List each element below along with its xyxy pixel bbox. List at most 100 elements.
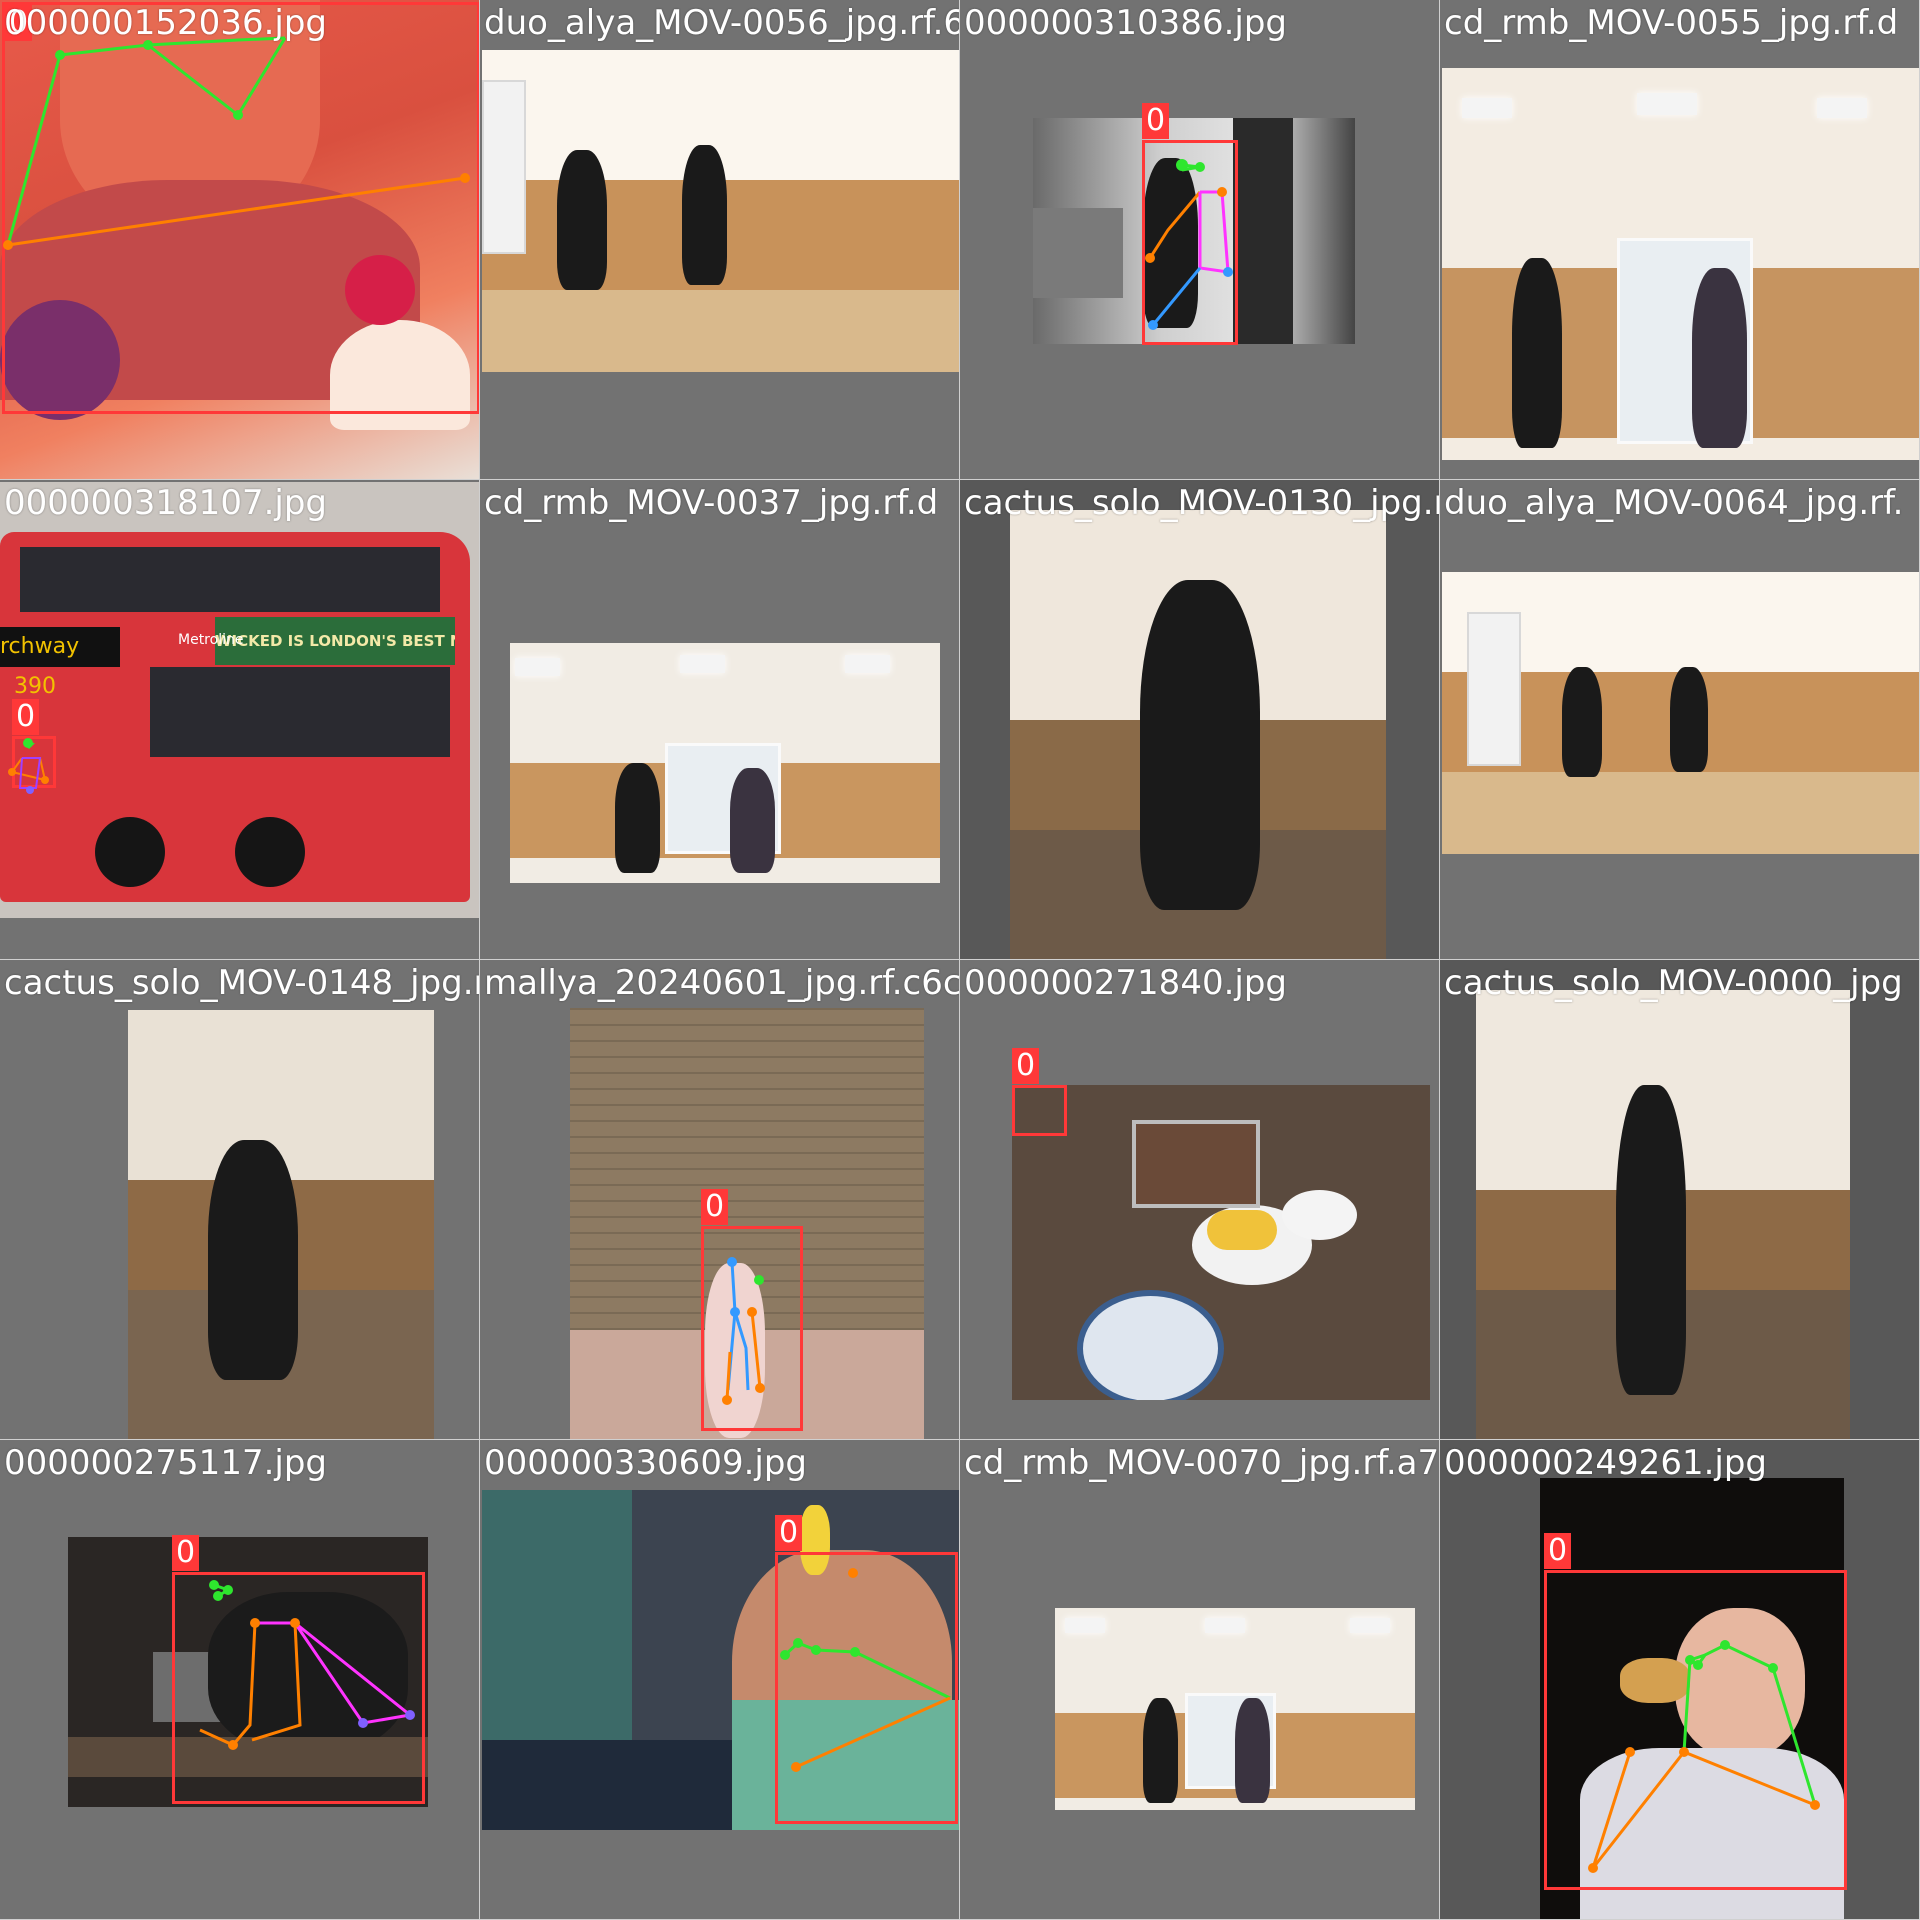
dancer-figure: [1670, 667, 1708, 772]
tile-10: 0 mallya_20240601_jpg.rf.c6c32: [480, 960, 960, 1440]
tile-filename: 000000152036.jpg: [4, 3, 327, 43]
class-tag: 0: [701, 1189, 729, 1225]
detection-box: 0: [1012, 1048, 1067, 1136]
keypoint: [754, 1275, 764, 1285]
bus-upper-windows: [20, 547, 440, 612]
studio-wall: [1442, 572, 1919, 672]
class-tag: 0: [12, 699, 40, 735]
shirt-shape: [732, 1700, 959, 1830]
photo-dance-studio: [510, 643, 940, 883]
studio-door: [1467, 612, 1521, 766]
bus-lower-windows: [150, 667, 450, 757]
keypoint: [143, 40, 153, 50]
keypoint: [730, 1307, 740, 1317]
keypoint: [41, 776, 49, 784]
dancer-figure: [1140, 580, 1260, 910]
tray-shape: [1132, 1120, 1260, 1208]
tile-filename: 000000275117.jpg: [4, 1443, 327, 1483]
wall-shape: [482, 1490, 632, 1750]
keypoint: [405, 1710, 415, 1720]
tile-filename: duo_alya_MOV-0064_jpg.rf.: [1444, 483, 1904, 523]
keypoint: [1176, 159, 1188, 171]
detection-box: 0: [701, 1189, 803, 1431]
dancer-figure: [208, 1140, 298, 1380]
torso-lines: [1198, 190, 1230, 274]
keypoint: [8, 768, 16, 776]
bus-brand: Metroline: [178, 632, 244, 648]
keypoint: [747, 1307, 757, 1317]
tile-filename: cactus_solo_MOV-0130_jpg.rf.fcd1: [964, 483, 1439, 523]
keypoint: [1679, 1747, 1689, 1757]
tile-filename: 000000330609.jpg: [484, 1443, 807, 1483]
rider-figure: [1143, 158, 1198, 328]
keypoint: [250, 1618, 260, 1628]
face-lines: [147, 37, 287, 118]
torso-lines: [18, 757, 42, 789]
keypoint: [1588, 1863, 1598, 1873]
keypoint: [755, 1383, 765, 1393]
shirt-shape: [1580, 1748, 1844, 1919]
detection-box: 0: [1544, 1533, 1847, 1890]
pose-skeleton: [199, 1580, 415, 1750]
class-tag: 0: [172, 1535, 200, 1571]
detection-box: 0: [172, 1535, 425, 1804]
bus-wheel: [235, 817, 305, 887]
tile-filename: cd_rmb_MOV-0055_jpg.rf.d: [1444, 3, 1899, 43]
ceiling-light: [1637, 93, 1697, 115]
tile-1: 0 000000152036.jpg: [0, 0, 480, 480]
photo-dance-studio: [1442, 572, 1919, 854]
dancer-figure: [730, 768, 775, 873]
flowers-shape: [0, 300, 120, 420]
keypoint: [1768, 1663, 1778, 1673]
keypoint: [1810, 1800, 1820, 1810]
dancer-figure: [1692, 268, 1747, 448]
bus-ad-text: WICKED IS LONDON'S BEST NIGHT OUT: [215, 632, 455, 650]
keypoint: [791, 1762, 801, 1772]
ceiling-light: [515, 658, 560, 676]
keypoint: [1217, 187, 1227, 197]
keypoint: [1625, 1747, 1635, 1757]
leg-line: [733, 1311, 750, 1391]
studio-floor: [482, 290, 959, 372]
ceiling-light: [1817, 98, 1867, 118]
studio-door: [482, 80, 526, 254]
keypoint: [1195, 162, 1205, 172]
arm-line: [725, 1351, 732, 1401]
keypoint: [722, 1395, 732, 1405]
dancer-figure: [1616, 1085, 1686, 1395]
tile-filename: cactus_solo_MOV-0148_jpg.rf.3d6: [4, 963, 479, 1003]
arm-line: [199, 1622, 257, 1747]
keypoint: [1685, 1655, 1695, 1665]
tile-5: WICKED IS LONDON'S BEST NIGHT OUT rchway…: [0, 480, 480, 960]
class-tag: 0: [775, 1515, 803, 1551]
keypoint: [811, 1645, 821, 1655]
pose-skeleton: [3, 36, 470, 250]
photo-solo-dancer: [1010, 510, 1386, 959]
arm-line: [10, 757, 47, 782]
detection-box: 0: [1142, 103, 1238, 345]
class-tag: 0: [5, 5, 33, 41]
keypoint: [780, 1650, 790, 1660]
pose-skeleton: [780, 1568, 951, 1772]
ceiling-light: [1350, 1618, 1390, 1633]
arm-line: [251, 1622, 302, 1742]
tile-filename: mallya_20240601_jpg.rf.c6c32: [484, 963, 960, 1003]
arm-line: [750, 1311, 762, 1389]
tile-12: cactus_solo_MOV-0000_jpg: [1440, 960, 1920, 1440]
keypoint: [1223, 267, 1233, 277]
dancer-figure: [1562, 667, 1602, 777]
keypoint: [223, 1585, 233, 1595]
photo-motorcycle-bw: [1033, 118, 1355, 344]
dancer-figure: [557, 150, 607, 290]
corn-shape: [1207, 1210, 1277, 1250]
tile-13: 0 000000275117.jpg: [0, 1440, 480, 1920]
arm-line: [795, 1696, 951, 1769]
keypoint: [848, 1568, 858, 1578]
keypoint: [209, 1580, 219, 1590]
keypoint: [1148, 320, 1158, 330]
torso-lines: [255, 1621, 414, 1725]
tile-4: cd_rmb_MOV-0055_jpg.rf.d: [1440, 0, 1920, 480]
berry-shape: [345, 255, 415, 325]
tile-6: cd_rmb_MOV-0037_jpg.rf.d: [480, 480, 960, 960]
keypoint: [358, 1718, 368, 1728]
